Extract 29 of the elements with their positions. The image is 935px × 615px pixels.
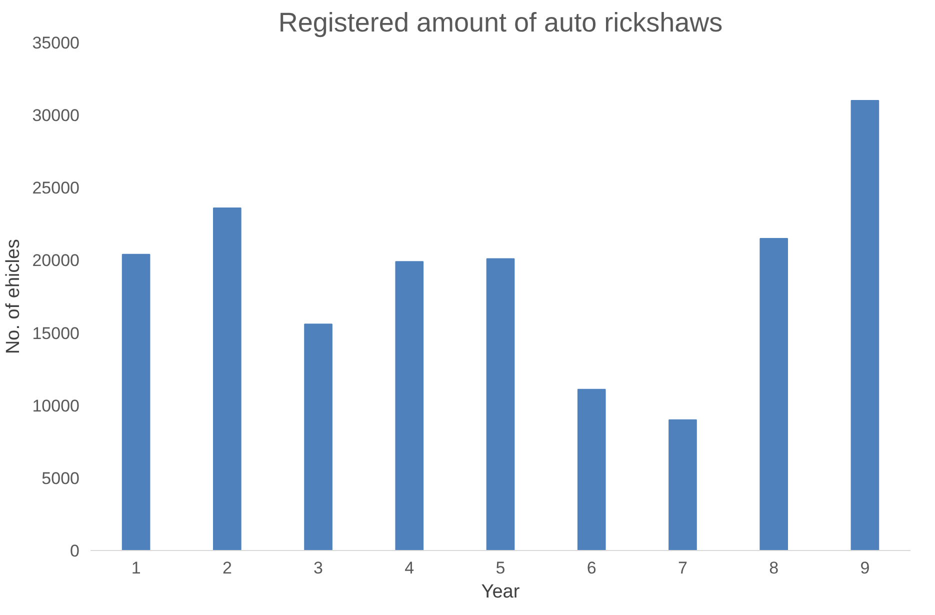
- x-tick-label: 6: [586, 558, 596, 578]
- bar: [486, 258, 515, 550]
- x-tick-label: 2: [222, 558, 232, 578]
- y-tick-label: 20000: [32, 251, 80, 270]
- y-tick-label: 0: [70, 542, 80, 560]
- bar: [577, 388, 606, 550]
- bar: [304, 324, 332, 550]
- bar: [122, 254, 150, 550]
- y-tick-label: 5000: [42, 468, 80, 488]
- y-tick-label: 15000: [32, 324, 80, 343]
- bar: [213, 207, 242, 550]
- bar: [395, 261, 424, 550]
- x-tick-label: 5: [496, 558, 506, 578]
- y-tick-label: 35000: [32, 34, 80, 52]
- x-tick-label: 9: [860, 558, 870, 578]
- chart-title: Registered amount of auto rickshaws: [278, 8, 723, 38]
- y-tick-label: 25000: [32, 178, 80, 198]
- bar: [850, 100, 880, 550]
- x-tick-label: 1: [131, 558, 141, 578]
- x-tick-label: 8: [769, 558, 779, 578]
- bar: [760, 238, 788, 550]
- bar: [668, 419, 697, 550]
- y-tick-label: 30000: [32, 106, 80, 126]
- y-tick-label: 10000: [32, 396, 80, 416]
- x-tick-label: 4: [404, 558, 414, 578]
- y-axis-title: No. of ehicles: [3, 238, 24, 354]
- x-tick-label: 7: [678, 558, 688, 578]
- x-axis-title: Year: [481, 582, 520, 602]
- x-tick-label: 3: [314, 558, 324, 578]
